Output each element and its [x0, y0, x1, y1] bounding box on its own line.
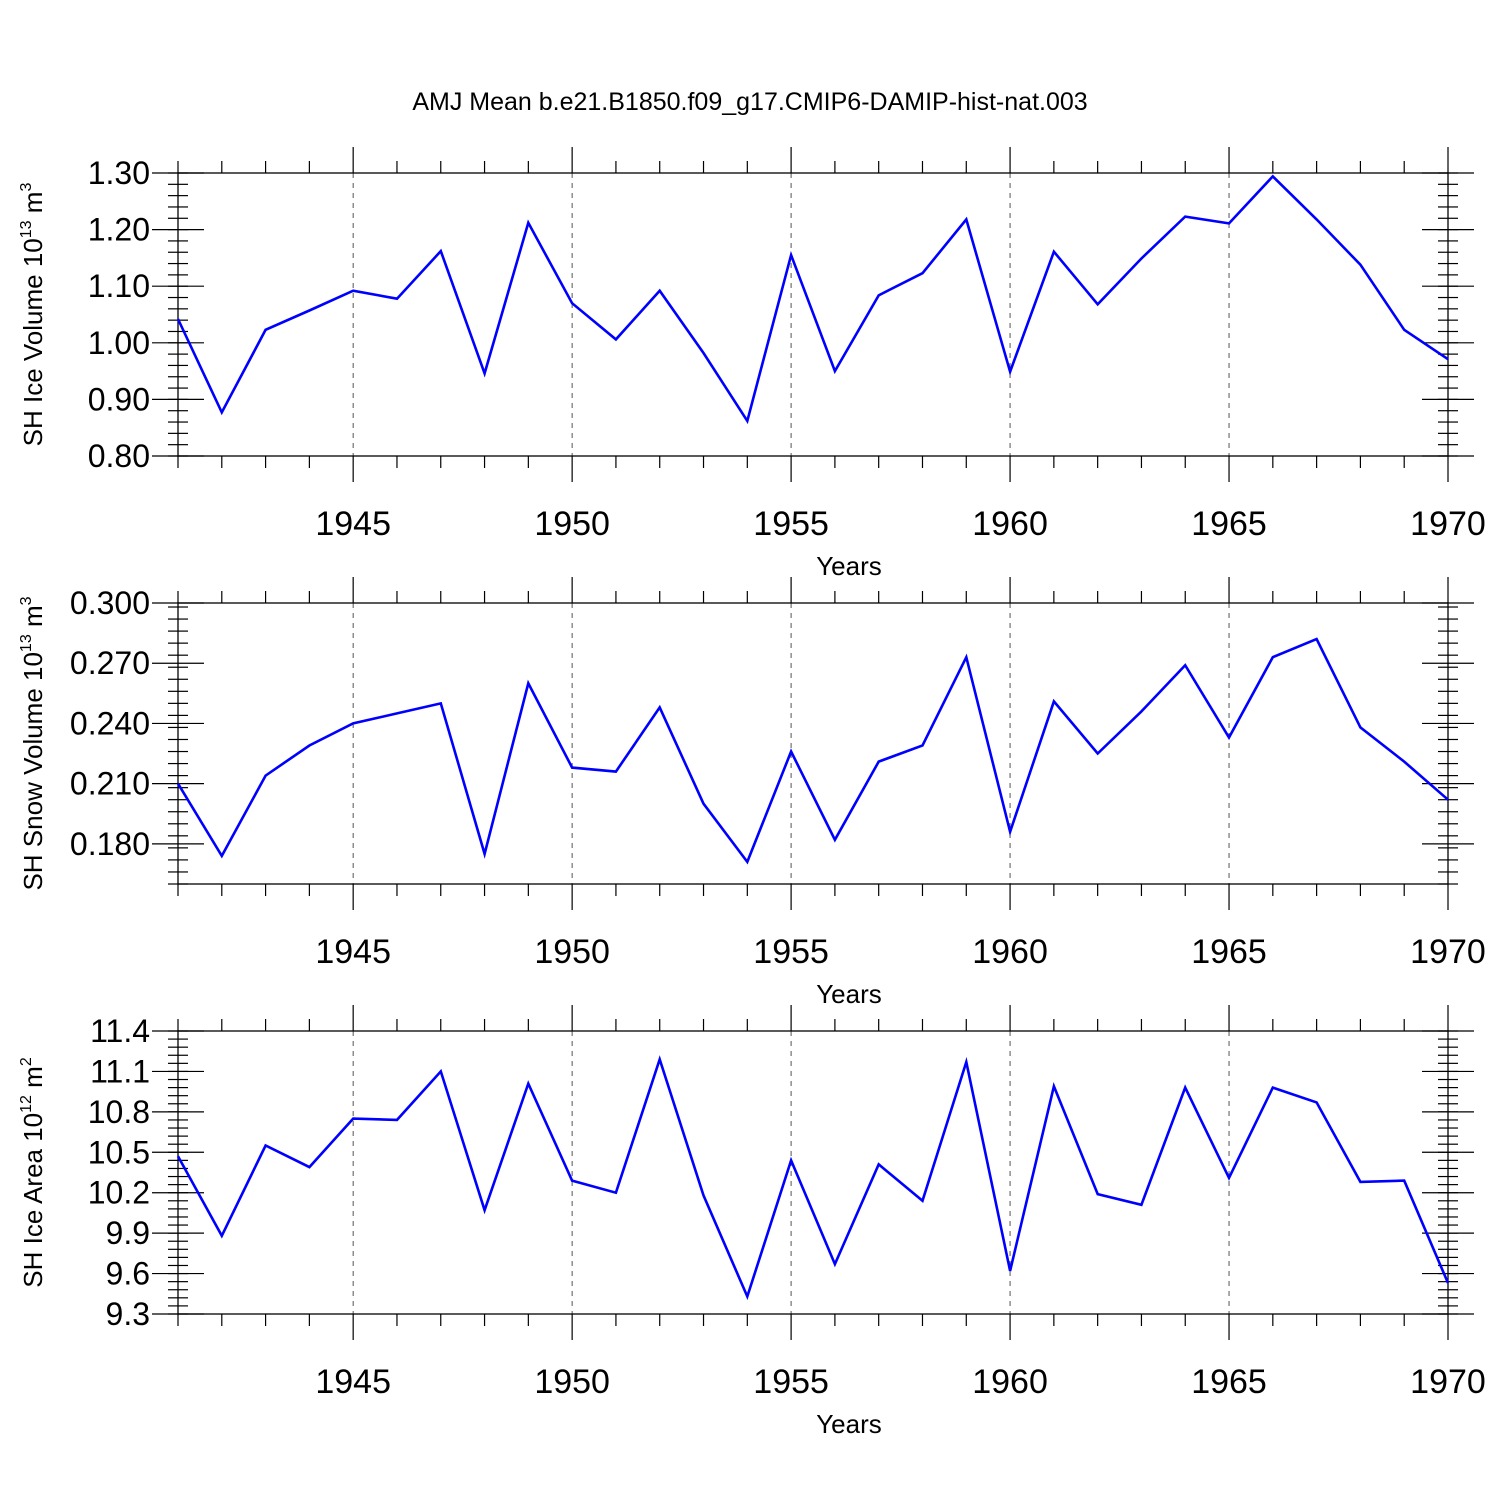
plot-frame — [177, 602, 1449, 885]
x-tick-label: 1945 — [315, 505, 391, 543]
panels: 1945 1950 1955 1960 1965 1970 Years 0.80 0.90 1.0… — [18, 147, 1486, 1439]
plot-frame — [177, 172, 1449, 457]
series-line — [176, 637, 1449, 865]
series-line — [176, 174, 1449, 425]
y-tick-label: 1.30 — [88, 155, 150, 191]
x-tick-label: 1960 — [972, 933, 1048, 971]
series-line — [176, 1055, 1450, 1301]
y-tick-label: 9.9 — [106, 1215, 150, 1251]
y-tick-label: 0.270 — [70, 645, 150, 681]
y-tick-label: 0.90 — [88, 381, 150, 417]
x-tick-label: 1950 — [534, 1363, 610, 1401]
y-axis-label: SH Ice Volume 1013 m3 — [18, 183, 48, 447]
x-axis-label: Years — [816, 551, 882, 581]
y-tick-label: 11.1 — [90, 1053, 150, 1089]
y-tick-label: 1.00 — [88, 325, 150, 361]
y-tick-label: 0.300 — [70, 585, 150, 621]
y-tick-label: 0.240 — [70, 705, 150, 741]
x-tick-label: 1965 — [1191, 505, 1267, 543]
x-tick-label: 1950 — [534, 505, 610, 543]
y-axis-label: SH Snow Volume 1013 m3 — [18, 596, 48, 890]
x-tick-label: 1945 — [315, 933, 391, 971]
y-tick-label: 9.6 — [106, 1256, 150, 1292]
x-tick-label: 1950 — [534, 933, 610, 971]
x-tick-label: 1960 — [972, 505, 1048, 543]
x-tick-label: 1970 — [1410, 933, 1486, 971]
x-tick-label: 1945 — [315, 1363, 391, 1401]
panel-1: 1945 1950 1955 1960 1965 1970 Years 0.80 0.90 1.0… — [18, 147, 1486, 581]
panel-2: 1945 1950 1955 1960 1965 1970 Years 0.180 0.210 0… — [18, 577, 1486, 1009]
y-tick-label: 0.180 — [70, 826, 150, 862]
y-tick-label: 0.210 — [70, 766, 150, 802]
x-tick-label: 1960 — [972, 1363, 1048, 1401]
x-tick-label: 1955 — [753, 933, 829, 971]
x-tick-label: 1965 — [1191, 933, 1267, 971]
x-axis-label: Years — [816, 1409, 882, 1439]
y-tick-label: 11.4 — [90, 1013, 150, 1049]
y-tick-label: 1.20 — [88, 212, 150, 248]
y-tick-label: 9.3 — [106, 1296, 150, 1332]
plot-frame — [177, 1030, 1449, 1315]
figure-title: AMJ Mean b.e21.B1850.f09_g17.CMIP6-DAMIP… — [412, 88, 1087, 116]
x-axis-label: Years — [816, 979, 882, 1009]
x-tick-label: 1955 — [753, 1363, 829, 1401]
y-axis-label: SH Ice Area 1012 m2 — [18, 1057, 48, 1288]
y-tick-label: 10.8 — [88, 1094, 150, 1130]
x-tick-label: 1970 — [1410, 505, 1486, 543]
y-tick-label: 10.2 — [88, 1175, 150, 1211]
x-tick-label: 1965 — [1191, 1363, 1267, 1401]
y-tick-label: 10.5 — [88, 1134, 150, 1170]
y-tick-label: 0.80 — [88, 438, 150, 474]
x-tick-label: 1970 — [1410, 1363, 1486, 1401]
panel-3: 1945 1950 1955 1960 1965 1970 Years 9.3 9.6 9.9 10… — [18, 1005, 1486, 1439]
y-tick-label: 1.10 — [88, 268, 150, 304]
x-tick-label: 1955 — [753, 505, 829, 543]
